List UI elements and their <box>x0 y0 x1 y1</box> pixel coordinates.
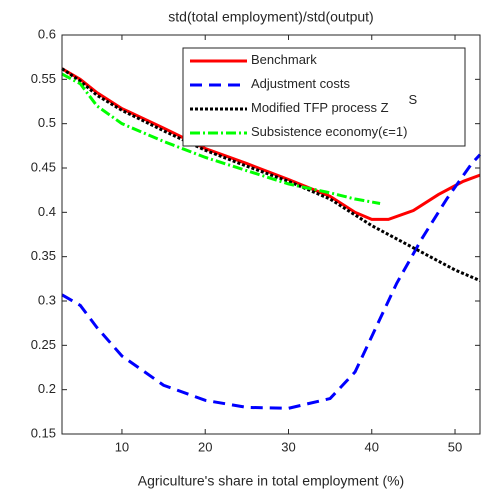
legend-text: Benchmark <box>251 52 317 67</box>
plot-frame <box>61 34 481 435</box>
legend-text: Modified TFP process Z <box>251 100 389 115</box>
series-line <box>61 67 481 282</box>
chart-title: std(total employment)/std(output) <box>168 9 373 25</box>
series-line <box>61 153 482 410</box>
x-tick-label: 20 <box>198 439 212 454</box>
y-tick-label: 0.55 <box>31 71 56 86</box>
x-axis-label: Agriculture's share in total employment … <box>138 473 404 489</box>
legend-label: Modified TFP process Z S <box>251 92 418 115</box>
x-tick-label: 50 <box>448 439 462 454</box>
y-tick-label: 0.45 <box>31 159 56 174</box>
series-line <box>61 72 381 205</box>
legend-label: Adjustment costs <box>251 76 350 91</box>
x-tick-label: 40 <box>365 439 379 454</box>
legend-text: Subsistence economy(ϵ=1) <box>251 124 407 139</box>
y-tick-label: 0.4 <box>38 204 56 219</box>
legend-box <box>182 47 466 147</box>
legend-text: Adjustment costs <box>251 76 350 91</box>
y-tick-label: 0.3 <box>38 292 56 307</box>
y-tick-label: 0.5 <box>38 115 56 130</box>
legend-label: Subsistence economy(ϵ=1) <box>251 124 407 139</box>
legend-superscript: S <box>409 92 418 107</box>
y-tick-label: 0.15 <box>31 425 56 440</box>
y-tick-label: 0.6 <box>38 26 56 41</box>
y-tick-label: 0.35 <box>31 248 56 263</box>
x-tick-label: 10 <box>115 439 129 454</box>
y-tick-label: 0.25 <box>31 337 56 352</box>
y-tick-label: 0.2 <box>38 381 56 396</box>
x-tick-label: 30 <box>281 439 295 454</box>
legend-label: Benchmark <box>251 52 317 67</box>
